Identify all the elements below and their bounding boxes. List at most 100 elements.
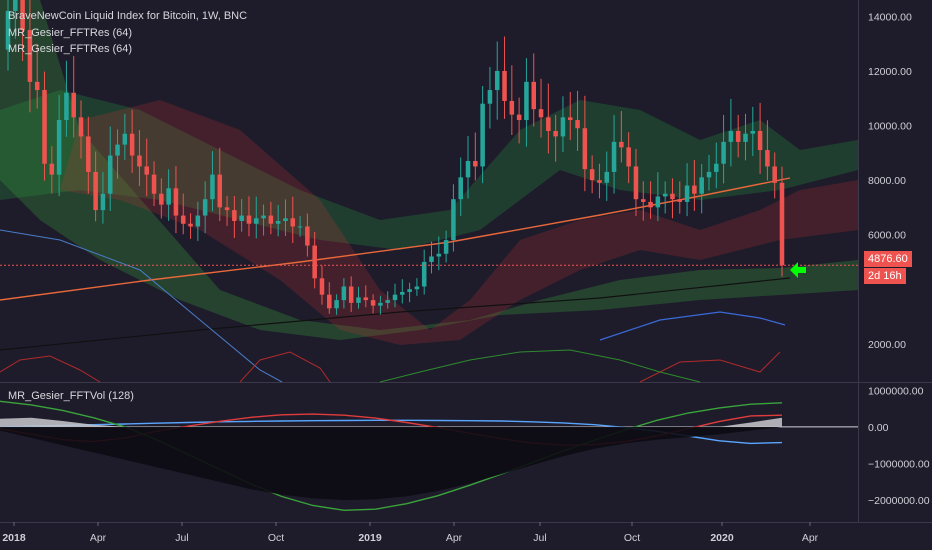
green-band-upper [0, 90, 858, 250]
candle-body [363, 297, 369, 301]
candle-body [210, 174, 215, 200]
green-cycle-line [379, 349, 701, 383]
x-tick-label: Oct [268, 532, 284, 544]
candle-body [42, 90, 47, 164]
candle-body [173, 188, 179, 216]
candle-body [232, 210, 237, 222]
candle-body [465, 160, 471, 178]
candle-body [546, 117, 551, 131]
candle-body [692, 185, 697, 194]
candle-body [721, 141, 726, 164]
y-tick-label: 2000.00 [868, 339, 906, 351]
candle-body [714, 163, 719, 172]
candle-body [5, 10, 11, 50]
candle-body [202, 199, 208, 216]
candle-body [641, 199, 646, 202]
candle-body [327, 294, 332, 309]
candle-body [275, 221, 281, 224]
trend-line-orange [0, 177, 791, 301]
candle-body [421, 261, 427, 287]
candle-body [735, 130, 741, 142]
sub-y-tick-label: 0.00 [868, 422, 889, 434]
candle-body [516, 114, 522, 121]
candle-body [473, 160, 478, 167]
candle-body [283, 218, 288, 222]
candle-body [597, 180, 602, 183]
candle-body [662, 193, 668, 197]
candle-body [385, 300, 390, 303]
candle-body [677, 199, 683, 202]
candle-body [509, 100, 515, 115]
candle-body [633, 166, 639, 200]
candle-body [648, 201, 653, 208]
candle-body [699, 177, 704, 194]
candle-body [378, 302, 383, 306]
candle-body [400, 291, 405, 295]
candle-body [305, 226, 310, 246]
candle-body [217, 174, 223, 208]
candle-body [312, 245, 317, 279]
x-tick-label: Jul [175, 532, 188, 544]
candle-body [86, 136, 91, 172]
sub-y-tick-label: −1000000.00 [868, 458, 930, 470]
candle-body [706, 171, 712, 178]
candle-body [487, 90, 493, 104]
x-tick-label: Oct [624, 532, 640, 544]
countdown-tag: 2d 16h [864, 268, 906, 284]
candle-body [93, 171, 98, 211]
sub-y-tick-label: −2000000.00 [868, 495, 930, 507]
candle-body [619, 141, 624, 148]
candle-body [684, 185, 690, 202]
candle-body [56, 120, 62, 175]
chart-title: BraveNewCoin Liquid Index for Bitcoin, 1… [8, 10, 248, 22]
candle-body [370, 300, 376, 306]
candle-body [268, 215, 274, 224]
candle-body [290, 218, 296, 227]
candle-body [319, 278, 325, 295]
candle-body [151, 174, 157, 194]
candle-body [626, 147, 631, 167]
candle-body [779, 182, 785, 266]
red-band [60, 100, 858, 345]
x-tick-label: Apr [90, 532, 107, 544]
candle-body [502, 70, 507, 101]
candle-body [348, 286, 354, 303]
candle-body [195, 215, 201, 227]
red-cycle-line [0, 351, 781, 383]
y-tick-label: 8000.00 [868, 175, 906, 187]
green-arrow-icon [790, 262, 806, 278]
candle-body [407, 289, 412, 292]
candle-body [560, 117, 566, 137]
candle-body [728, 130, 734, 142]
x-tick-label: Apr [446, 532, 463, 544]
candle-body [567, 117, 573, 121]
indicator-legend-2[interactable]: MR_Gesier_FFTRes (64) [8, 43, 133, 55]
blue-cycle-line [0, 229, 283, 383]
candle-body [553, 130, 558, 137]
candle-body [582, 128, 588, 170]
y-tick-label: 14000.00 [868, 11, 912, 23]
candle-body [436, 253, 442, 257]
candle-body [115, 144, 120, 156]
y-tick-label: 10000.00 [868, 121, 912, 133]
candle-body [144, 166, 149, 175]
candle-body [71, 92, 76, 118]
candle-body [538, 109, 544, 118]
candle-body [670, 193, 675, 200]
candle-body [224, 207, 230, 211]
candle-body [34, 81, 40, 91]
candle-body [334, 300, 339, 309]
candle-body [458, 177, 463, 200]
trend-line-black [0, 277, 791, 351]
x-tick-label: Apr [802, 532, 819, 544]
candle-body [261, 215, 266, 219]
indicator-legend-1[interactable]: MR_Gesier_FFTRes (64) [8, 27, 133, 39]
sub-area-4 [0, 417, 782, 427]
candle-body [429, 256, 434, 262]
candle-body [180, 215, 186, 224]
candle-body [356, 297, 361, 303]
sub-pane-legend[interactable]: MR_Gesier_FFTVol (128) [8, 390, 134, 402]
candle-body [531, 81, 536, 110]
candle-body [341, 286, 347, 301]
